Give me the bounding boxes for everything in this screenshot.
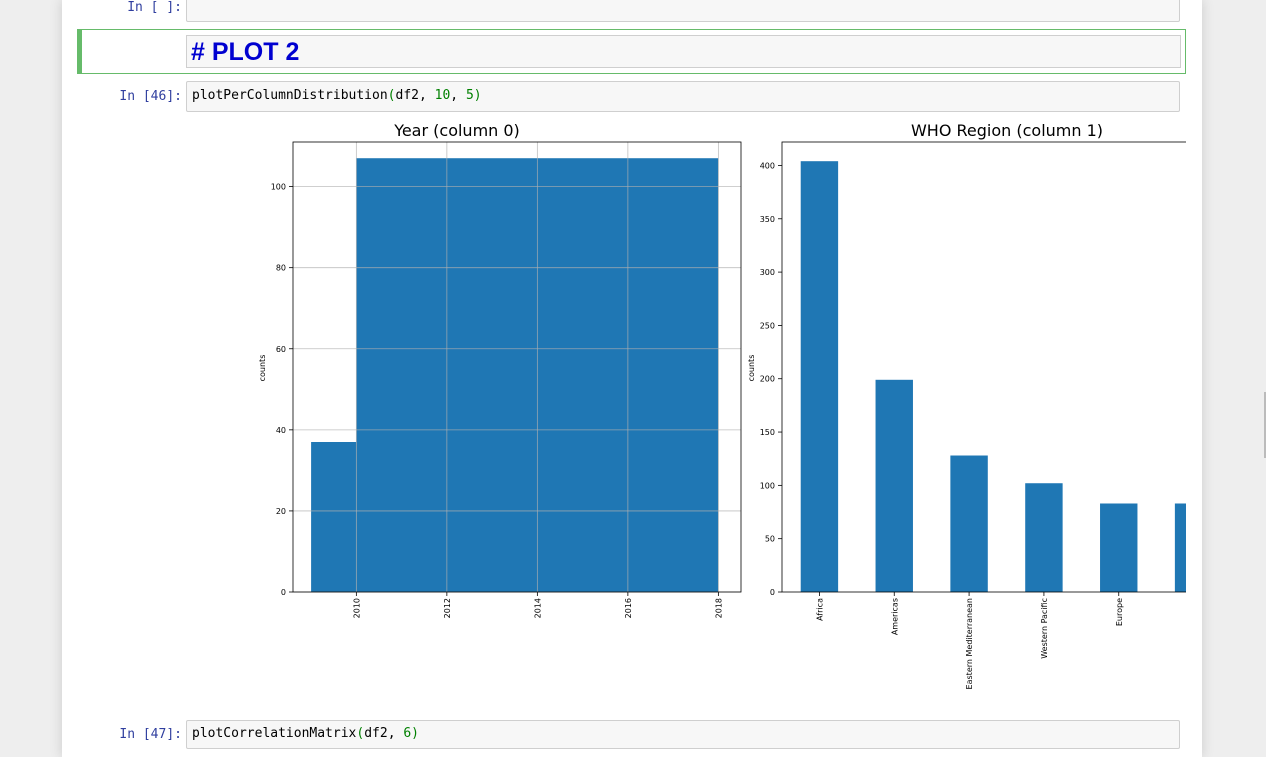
- y-tick-label: 150: [760, 428, 775, 437]
- x-tick-label: 2016: [624, 598, 633, 618]
- x-tick-label: Americas: [890, 598, 899, 635]
- input-prompt: In [ ]:: [127, 0, 182, 15]
- code-arg: df2: [395, 88, 419, 103]
- x-tick-label: Eastern Mediterranean: [965, 598, 974, 689]
- y-tick-label: 350: [760, 215, 775, 224]
- bar: [950, 455, 988, 592]
- code-fn: plotPerColumnDistribution: [192, 88, 388, 103]
- code-cell-46[interactable]: In [46]: plotPerColumnDistribution(df2, …: [62, 81, 1202, 113]
- y-axis-label: counts: [747, 355, 756, 382]
- y-tick-label: 300: [760, 268, 775, 277]
- scrollbar-thumb[interactable]: [1264, 392, 1266, 458]
- markdown-cell-selected[interactable]: # PLOT 2: [77, 29, 1186, 74]
- code-cell-47[interactable]: In [47]: plotCorrelationMatrix(df2, 6): [62, 720, 1202, 752]
- code-number: 5: [465, 88, 474, 103]
- plot-frame: [292, 141, 742, 593]
- code-paren: (: [387, 88, 396, 103]
- y-tick-label: 0: [770, 588, 775, 597]
- x-tick-label: Western Pacific: [1040, 598, 1049, 659]
- x-tick-label: 2014: [533, 598, 542, 618]
- y-tick-label: 100: [271, 183, 286, 192]
- y-tick-label: 50: [765, 535, 775, 544]
- code-editor[interactable]: plotPerColumnDistribution(df2, 10, 5): [186, 81, 1180, 112]
- input-prompt: In [47]:: [119, 727, 182, 742]
- code-number: 6: [403, 726, 412, 741]
- y-axis-label: counts: [258, 355, 267, 382]
- empty-code-cell[interactable]: In [ ]:: [62, 0, 1202, 24]
- bar: [1100, 503, 1138, 592]
- code-sep: ,: [450, 88, 466, 103]
- code-arg: df2: [364, 726, 388, 741]
- cell-output: Year (column 0) counts 2010 2012 2014 2016 2…: [186, 116, 1232, 708]
- x-tick-label: 2018: [714, 598, 723, 618]
- y-tick-label: 60: [276, 345, 286, 354]
- bar: [800, 161, 839, 592]
- x-tick-label: 2012: [443, 598, 452, 618]
- y-tick-label: 0: [281, 588, 286, 597]
- y-tick-label: 200: [760, 375, 775, 384]
- x-tick-label: Europe: [1115, 598, 1124, 626]
- notebook-container: In [ ]: # PLOT 2 In [46]: plotPerColumnD…: [62, 0, 1232, 757]
- x-tick-label: Africa: [815, 598, 824, 621]
- chart-title: Year (column 0): [393, 121, 520, 140]
- chart-year: Year (column 0) counts 2010 2012 2014 2016 2…: [258, 121, 742, 618]
- y-tick-label: 80: [276, 264, 286, 273]
- code-paren: ): [411, 726, 419, 741]
- y-tick-label: 40: [276, 426, 286, 435]
- code-paren: ): [473, 88, 482, 103]
- y-tick-label: 250: [760, 321, 775, 330]
- bar: [1025, 483, 1063, 592]
- code-sep: ,: [387, 726, 404, 741]
- histogram-bar: [311, 442, 357, 592]
- chart-title: WHO Region (column 1): [911, 121, 1103, 140]
- y-tick-label: 100: [760, 481, 775, 490]
- plot-figure: Year (column 0) counts 2010 2012 2014 2016 2…: [258, 121, 1232, 689]
- code-editor[interactable]: plotCorrelationMatrix(df2, 6): [186, 720, 1180, 749]
- y-tick-label: 400: [760, 161, 775, 170]
- code-number: 10: [434, 88, 451, 103]
- chart-who-region: WHO Region (column 1) counts Africa Ameri…: [747, 121, 1232, 689]
- bar: [1174, 503, 1213, 592]
- bar: [875, 379, 913, 592]
- y-tick-label: 20: [276, 507, 286, 516]
- x-tick-label: 2010: [352, 598, 361, 618]
- code-sep: ,: [418, 88, 435, 103]
- code-fn: plotCorrelationMatrix: [192, 726, 357, 741]
- markdown-editor[interactable]: # PLOT 2: [186, 35, 1181, 68]
- code-paren: (: [356, 726, 365, 741]
- input-prompt: In [46]:: [119, 89, 182, 104]
- code-editor[interactable]: [186, 0, 1180, 22]
